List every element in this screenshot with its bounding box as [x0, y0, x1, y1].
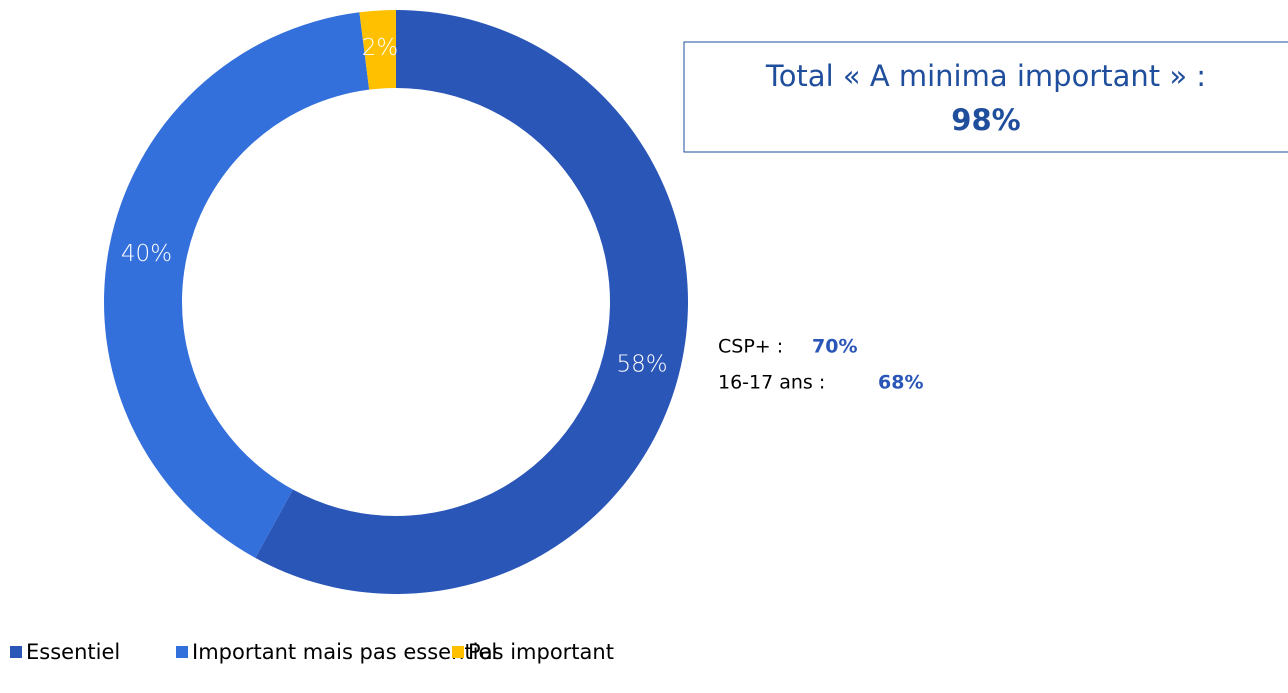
donut-segment: [255, 10, 688, 594]
legend-label: Pas important: [468, 640, 614, 664]
donut-segment: [359, 10, 396, 90]
legend-label: Important mais pas essentiel: [192, 640, 497, 664]
data-label: 2%: [362, 35, 399, 61]
legend-swatch: [452, 646, 464, 658]
annotation-box: [683, 41, 1288, 153]
annotation-value: 98%: [951, 103, 1020, 137]
annotation-text: CSP+ :: [718, 336, 783, 358]
annotation-value: 68%: [878, 372, 923, 394]
donut-segment: [103, 12, 370, 558]
legend-swatch: [176, 646, 188, 658]
legend-label: Essentiel: [26, 640, 120, 664]
data-label: 40%: [121, 241, 172, 267]
annotation-text: 16-17 ans :: [718, 372, 825, 394]
data-label: 58%: [616, 352, 667, 378]
annotation-text: Total « A minima important » :: [765, 59, 1206, 93]
legend-swatch: [10, 646, 22, 658]
annotation-value: 70%: [812, 336, 857, 358]
